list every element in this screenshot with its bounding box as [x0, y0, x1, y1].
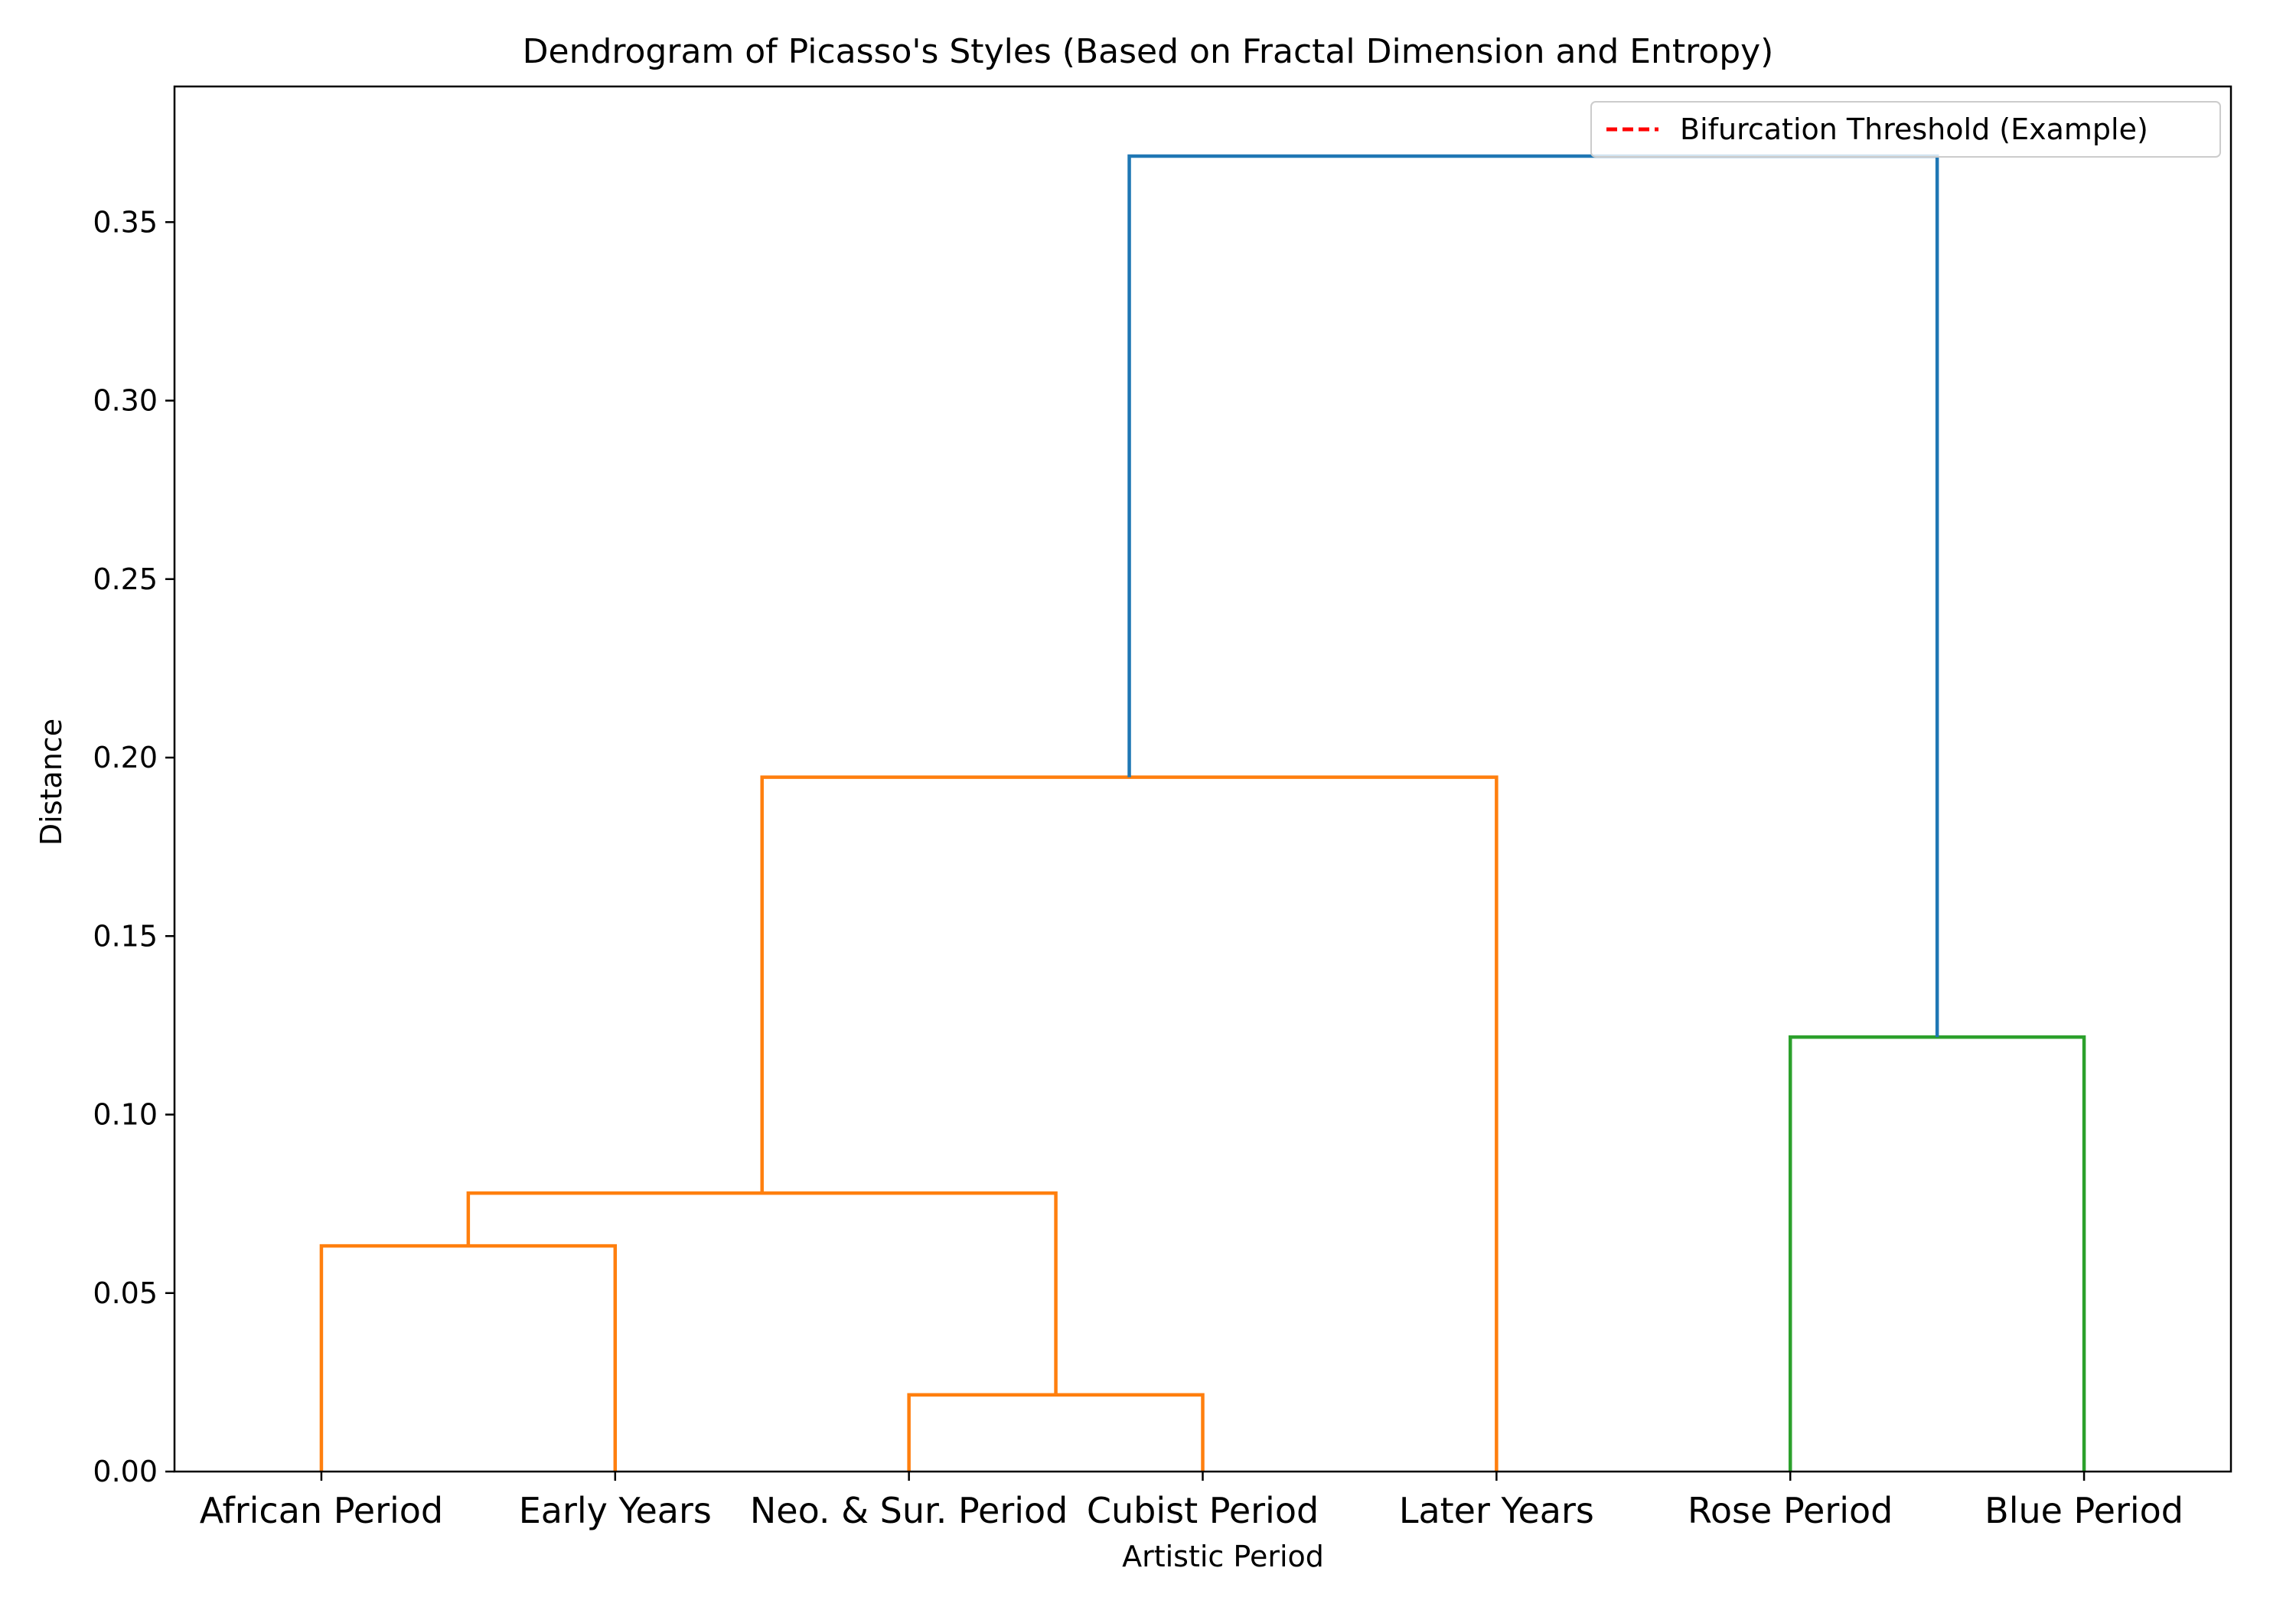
x-tick-label: Rose Period — [1688, 1490, 1893, 1531]
x-axis-label: Artistic Period — [1122, 1540, 1324, 1573]
dendrogram-link-3 — [466, 1191, 1058, 1395]
legend-box — [1590, 101, 2221, 158]
x-tick-label: Blue Period — [1985, 1490, 2183, 1531]
x-tick-label: Later Years — [1399, 1490, 1594, 1531]
y-tick-label: 0.25 — [93, 562, 158, 596]
x-tick-label: Neo. & Sur. Period — [750, 1490, 1068, 1531]
y-tick-label: 0.30 — [93, 384, 158, 418]
dendrogram-link-1 — [907, 1393, 1205, 1472]
y-axis-ticks: 0.00 0.05 0.10 0.15 0.20 0.25 0.30 0.35 — [93, 205, 174, 1488]
dendrogram-links — [319, 154, 2086, 1472]
dendrogram-link-4 — [1788, 1035, 2086, 1472]
legend-label: Bifurcation Threshold (Example) — [1680, 112, 2148, 146]
y-tick-label: 0.05 — [93, 1276, 158, 1310]
y-tick-label: 0.35 — [93, 205, 158, 239]
x-tick-label: African Period — [200, 1490, 443, 1531]
y-tick-label: 0.00 — [93, 1455, 158, 1488]
dendrogram-link-2 — [319, 1244, 618, 1472]
legend: Bifurcation Threshold (Example) — [1590, 101, 2221, 158]
chart-title: Dendrogram of Picasso's Styles (Based on… — [523, 32, 1774, 71]
dendrogram-link-6 — [1127, 154, 1939, 1038]
x-tick-label: Cubist Period — [1087, 1490, 1319, 1531]
x-tick-label: Early Years — [519, 1490, 712, 1531]
y-tick-label: 0.10 — [93, 1098, 158, 1132]
x-axis-ticks: African Period Early Years Neo. & Sur. Per… — [200, 1472, 2183, 1531]
y-axis-label: Distance — [34, 719, 68, 846]
y-tick-label: 0.15 — [93, 919, 158, 953]
y-tick-label: 0.20 — [93, 741, 158, 774]
dendrogram-link-5 — [760, 775, 1499, 1472]
plot-frame — [173, 85, 2232, 1473]
